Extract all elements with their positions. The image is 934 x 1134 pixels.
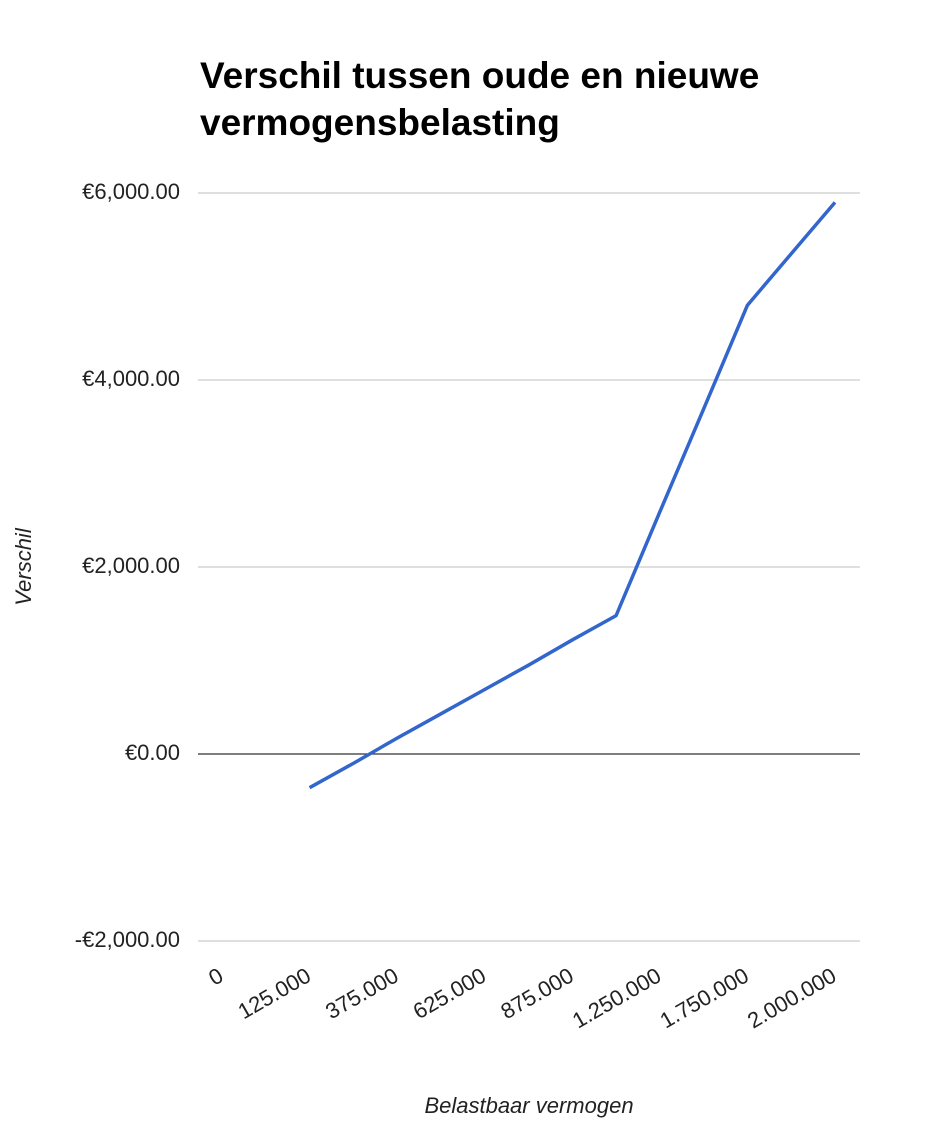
y-tick-label: €6,000.00 (82, 179, 180, 204)
y-tick-label: €0.00 (125, 740, 180, 765)
y-tick-label: €4,000.00 (82, 366, 180, 391)
x-tick-label: 625.000 (409, 963, 490, 1024)
x-tick-label: 875.000 (496, 963, 577, 1024)
x-tick-label: 125.000 (234, 963, 315, 1024)
y-tick-label: €2,000.00 (82, 553, 180, 578)
chart-title: Verschil tussen oude en nieuwe vermogens… (200, 55, 760, 143)
x-tick-label: 2.000.000 (743, 963, 840, 1034)
line (308, 201, 837, 790)
x-tick-label: 1.250.000 (568, 963, 665, 1034)
y-axis-title: Verschil (11, 527, 36, 606)
x-axis-title: Belastbaar vermogen (424, 1093, 633, 1118)
x-tick-label: 1.750.000 (656, 963, 753, 1034)
x-tick-label: 375.000 (321, 963, 402, 1024)
y-tick-label: -€2,000.00 (75, 927, 180, 952)
x-tick-label: 0 (204, 963, 227, 991)
